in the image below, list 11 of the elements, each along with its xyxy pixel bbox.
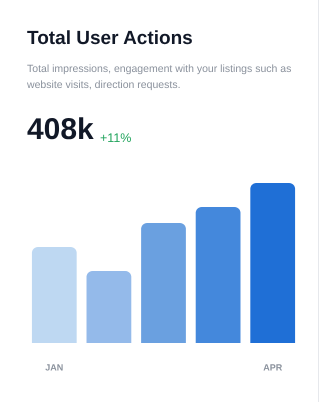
x-tick-label: JAN	[45, 362, 64, 372]
bar	[141, 223, 186, 343]
x-tick-label: APR	[263, 362, 283, 372]
chart-title: Total User Actions	[27, 28, 193, 50]
bar	[196, 207, 240, 343]
text: 408k	[27, 113, 94, 147]
bar	[86, 271, 132, 343]
text: +11%	[100, 131, 132, 145]
bar	[250, 183, 296, 343]
bar	[32, 247, 77, 343]
chart-subtitle: Total impressions, engagement with your listings such as website visits, direction requests.	[27, 62, 292, 93]
